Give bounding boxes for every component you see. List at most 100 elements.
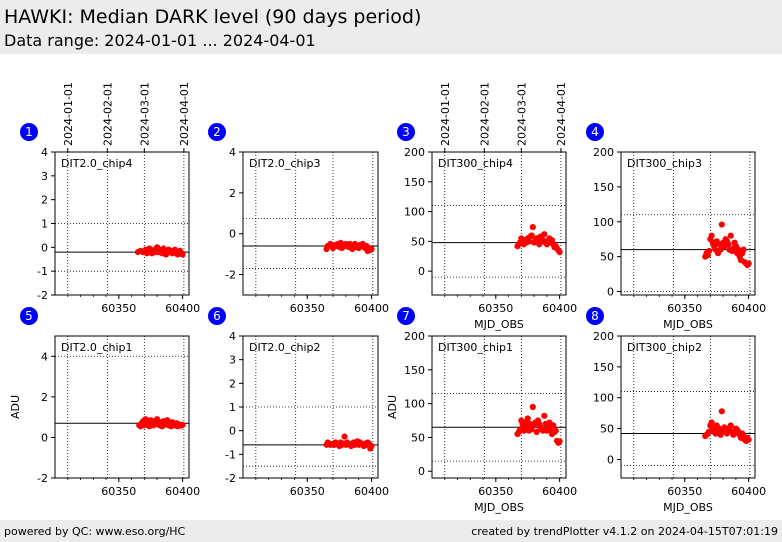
panel-3-index-badge-label: 3 (402, 125, 410, 139)
panel-4-data-point (727, 232, 734, 239)
panel-5-y-tick-label: -2 (37, 472, 48, 485)
panel-3-y-tick-label: 0 (418, 265, 425, 278)
page-title: HAWKI: Median DARK level (90 days period… (4, 6, 422, 28)
panel-1-date-tick-label: 2024-02-01 (101, 82, 114, 146)
panel-4-data-point (740, 246, 747, 253)
panel-4-x-axis-label: MJD_OBS (663, 318, 713, 331)
panel-7-y-tick-label: 50 (411, 431, 425, 444)
panel-1-index-badge-label: 1 (25, 125, 33, 139)
panel-5-y-tick-label: 2 (41, 391, 48, 404)
panel-3-data-point (529, 223, 536, 231)
panel-3-date-tick-label: 2024-04-01 (555, 82, 568, 146)
panel-7-axes-frame (431, 335, 567, 479)
panel-8-y-tick-label: 0 (607, 453, 614, 466)
panel-6-y-tick-label: 4 (229, 330, 236, 343)
panel-4-y-tick-label: 0 (607, 286, 614, 299)
panel-1-y-tick-label: 3 (41, 170, 48, 183)
panel-1-y-tick-label: 1 (41, 218, 48, 231)
panel-4-data-point (725, 240, 732, 248)
panel-7-y-tick-label: 200 (404, 330, 425, 343)
panel-3-y-tick-label: 100 (404, 206, 425, 219)
panel-7-y-tick-label: 100 (404, 398, 425, 411)
panel-3-data-point (541, 231, 548, 238)
panel-4-y-tick-label: 200 (593, 146, 614, 159)
panel-4-axes-frame (620, 151, 756, 296)
panel-5-series-label: DIT2.0_chip1 (61, 341, 132, 354)
panel-1-y-tick-label: -2 (37, 289, 48, 302)
panel-1-date-tick-label: 2024-04-01 (178, 82, 191, 146)
panel-3-date-tick-label: 2024-02-01 (478, 82, 491, 146)
panel-6-y-tick-label: -1 (225, 448, 236, 461)
panel-2-data-point (368, 245, 375, 253)
panel-6-y-tick-label: 1 (229, 401, 236, 414)
panel-4-x-tick-label: 60400 (731, 302, 766, 315)
panel-2-y-tick-label: -2 (225, 269, 236, 282)
panel-8-x-tick-label: 60400 (731, 485, 766, 498)
panel-8-index-badge-label: 8 (591, 309, 599, 323)
panel-3-x-axis-label: MJD_OBS (474, 318, 524, 331)
panel-6-data-point (341, 433, 348, 440)
panel-6-y-tick-label: 0 (229, 425, 236, 438)
panel-8-y-tick-label: 50 (600, 423, 614, 436)
panel-3-y-tick-label: 150 (404, 176, 425, 189)
panel-2-x-tick-label: 60350 (290, 302, 325, 315)
footer-generator: created by trendPlotter v4.1.2 on 2024-0… (471, 525, 778, 538)
panel-4-data-point (708, 232, 715, 239)
panel-5-y-axis-label: ADU (9, 395, 22, 419)
panel-1-x-tick-label: 60350 (101, 302, 136, 315)
panel-7-index-badge-label: 7 (402, 309, 410, 323)
panel-8-index-badge (586, 307, 604, 325)
panel-8-x-axis-label: MJD_OBS (663, 501, 713, 514)
panel-6-x-tick-label: 60400 (354, 485, 389, 498)
panel-1-y-tick-label: 4 (41, 146, 48, 159)
panel-4-x-tick-label: 60350 (667, 302, 702, 315)
panel-1-x-tick-label: 60400 (165, 302, 200, 315)
panel-7-x-tick-label: 60400 (542, 485, 577, 498)
panel-8-series-label: DIT300_chip2 (627, 341, 702, 354)
panel-6-x-tick-label: 60350 (290, 485, 325, 498)
panel-8-data-point (745, 436, 752, 443)
panel-5-x-tick-label: 60400 (165, 485, 200, 498)
panel-6-data-point (368, 442, 375, 450)
footer-credit: powered by QC: www.eso.org/HC (4, 525, 186, 538)
panel-3-date-tick-label: 2024-01-01 (439, 82, 452, 146)
panel-4-index-badge (586, 123, 604, 141)
panel-1-date-tick-label: 2024-03-01 (138, 82, 151, 146)
panel-7-data-point (533, 428, 540, 436)
panel-4-y-tick-label: 150 (593, 181, 614, 194)
panel-4-series-label: DIT300_chip3 (627, 157, 702, 170)
panel-6-series-label: DIT2.0_chip2 (249, 341, 320, 354)
panel-7-data-point (552, 427, 559, 434)
panel-7-y-tick-label: 150 (404, 364, 425, 377)
panel-8-y-tick-label: 100 (593, 392, 614, 405)
panel-6-y-tick-label: 3 (229, 354, 236, 367)
panel-8-y-tick-label: 200 (593, 330, 614, 343)
panel-4-y-tick-label: 50 (600, 251, 614, 264)
panel-2-x-tick-label: 60400 (354, 302, 389, 315)
panel-2-index-badge (208, 123, 226, 141)
panel-8-data-point (708, 419, 715, 426)
panel-2-y-tick-label: 0 (229, 228, 236, 241)
panel-6-index-badge-label: 6 (213, 309, 221, 323)
panel-5-index-badge-label: 5 (25, 309, 33, 323)
panel-4-index-badge-label: 4 (591, 125, 599, 139)
panel-7-data-point (529, 403, 536, 411)
panel-5-data-point (179, 421, 186, 428)
panel-3-index-badge (397, 123, 415, 141)
panel-5-y-tick-label: 4 (41, 350, 48, 363)
panel-1-data-point (179, 251, 186, 258)
panel-6-index-badge (208, 307, 226, 325)
panel-1-series-label: DIT2.0_chip4 (61, 157, 132, 170)
panel-2-index-badge-label: 2 (213, 125, 221, 139)
panel-3-x-tick-label: 60350 (478, 302, 513, 315)
panel-5-x-tick-label: 60350 (101, 485, 136, 498)
panel-3-axes-frame (431, 151, 567, 296)
panel-6-y-tick-label: -2 (225, 472, 236, 485)
panel-7-x-tick-label: 60350 (478, 485, 513, 498)
panel-8-y-tick-label: 150 (593, 361, 614, 374)
panel-3-y-tick-label: 200 (404, 146, 425, 159)
panel-1-date-tick-label: 2024-01-01 (62, 82, 75, 146)
header-bar: HAWKI: Median DARK level (90 days period… (0, 0, 782, 54)
panel-1-y-tick-label: 0 (41, 241, 48, 254)
panel-1-index-badge (20, 123, 38, 141)
